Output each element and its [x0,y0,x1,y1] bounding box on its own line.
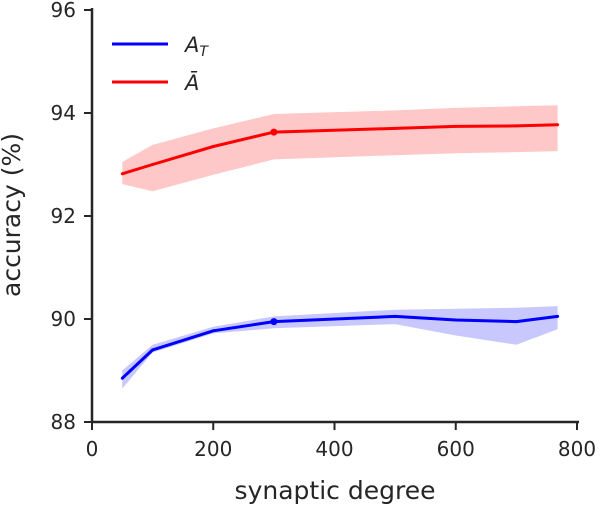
legend: AT Ā [112,33,209,95]
x-axis-label: synaptic degree [235,476,436,505]
legend-label: AT [183,33,209,60]
series-1-point [270,318,278,326]
x-tick-label: 600 [437,437,475,461]
series-1-line [121,314,558,380]
series-2-point [514,124,518,128]
series-2-point [454,124,458,128]
series-2-point [120,172,124,176]
series-lines [120,123,560,380]
y-tick-label: 90 [51,307,76,331]
axes [90,8,579,424]
series-2-band [122,105,558,192]
y-tick-label: 96 [51,0,76,22]
x-tick-label: 0 [86,437,99,461]
series-2-point [211,145,215,148]
series-1-point [151,348,155,352]
y-tick-label: 88 [51,410,76,434]
series-2-line [121,123,558,176]
series-1-point [556,314,560,318]
series-1-point [211,329,215,333]
series-2-point [393,126,397,130]
y-tick-label: 94 [51,101,76,125]
series-2-point [556,123,560,127]
x-tick-label: 800 [558,437,596,461]
series-1-point [393,314,397,318]
x-tick-label: 200 [194,437,232,461]
series-2-point [270,128,278,136]
y-tick-label: 92 [51,204,76,228]
series-1-point [120,376,124,380]
y-axis-label: accuracy (%) [0,133,26,297]
legend-label: Ā [183,71,199,95]
series-1-point [454,318,458,322]
axis-ticks: 0 200 400 600 800 88 90 92 94 96 [51,0,597,461]
x-tick-label: 400 [315,437,353,461]
confidence-bands [122,105,558,389]
series-2-point [151,163,155,166]
series-1-point [514,320,518,324]
